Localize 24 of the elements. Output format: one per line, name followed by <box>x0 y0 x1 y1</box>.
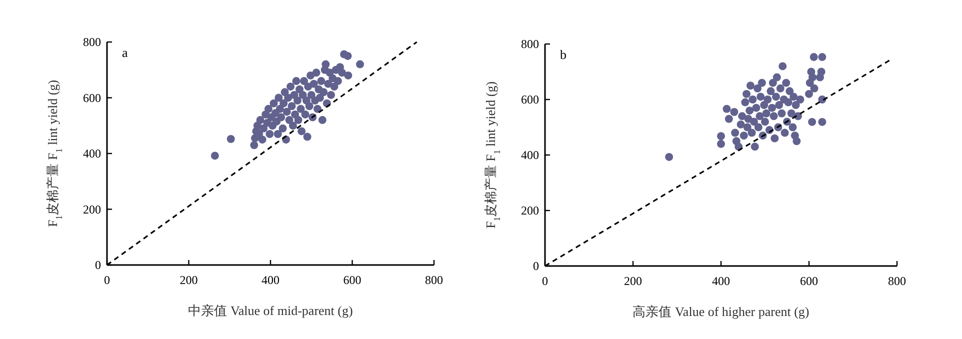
x-tick-label: 0 <box>104 273 110 287</box>
y-tick-label: 800 <box>521 37 539 51</box>
x-axis-title: 高亲值 Value of higher parent (g) <box>632 304 810 319</box>
x-tick-label: 400 <box>262 273 280 287</box>
y-tick-label: 800 <box>83 35 101 49</box>
y-tick-label: 0 <box>95 258 101 272</box>
x-tick-label: 200 <box>624 274 642 288</box>
y-tick-label: 400 <box>83 146 101 160</box>
y-tick-label: 400 <box>521 148 539 162</box>
y-tick-label: 200 <box>83 202 101 216</box>
chart-title: a <box>122 45 128 60</box>
y-tick-label: 0 <box>533 259 539 273</box>
x-tick-label: 800 <box>888 274 906 288</box>
y-tick-label: 200 <box>521 204 539 218</box>
x-axis-title: 中亲值 Value of mid-parent (g) <box>188 303 353 318</box>
y-tick-label: 600 <box>83 90 101 105</box>
x-tick-label: 600 <box>800 274 818 288</box>
y-tick-label: 600 <box>521 92 539 106</box>
x-tick-label: 800 <box>425 273 443 287</box>
x-tick-label: 600 <box>343 273 362 287</box>
x-tick-label: 0 <box>542 274 548 288</box>
chart-title: b <box>560 47 566 62</box>
x-tick-label: 200 <box>180 273 198 287</box>
x-tick-label: 400 <box>712 274 730 288</box>
